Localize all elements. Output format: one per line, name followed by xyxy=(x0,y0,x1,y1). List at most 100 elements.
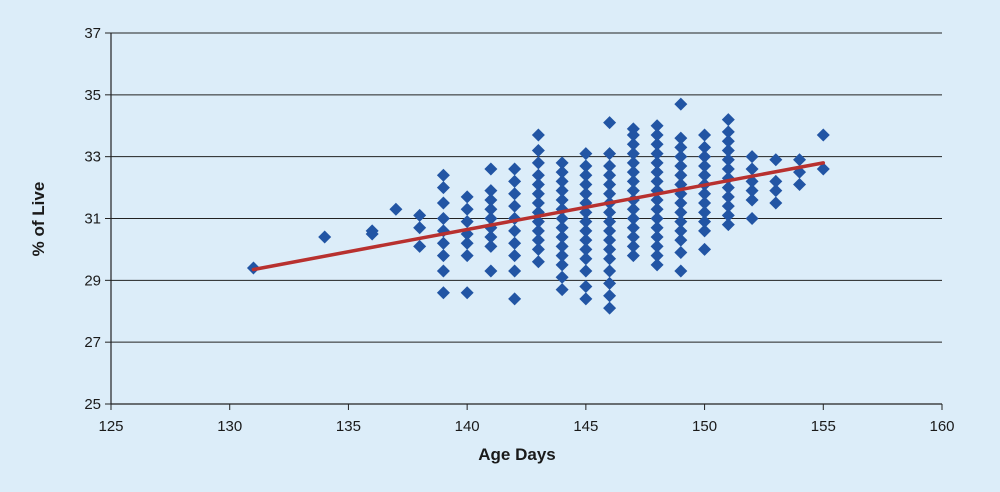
x-axis-title: Age Days xyxy=(478,445,555,464)
data-point xyxy=(698,196,712,210)
data-point xyxy=(745,162,759,176)
data-point xyxy=(698,205,712,219)
data-point xyxy=(603,187,617,201)
gridlines xyxy=(111,32,942,343)
data-point xyxy=(626,156,640,170)
data-point xyxy=(579,147,593,161)
data-point xyxy=(603,147,617,161)
axes xyxy=(105,32,943,410)
data-point xyxy=(674,215,688,229)
data-point xyxy=(793,153,807,167)
x-tick-label: 155 xyxy=(811,418,836,435)
data-point xyxy=(484,230,498,244)
y-tick-label: 31 xyxy=(84,211,101,228)
data-point xyxy=(769,184,783,198)
data-point xyxy=(531,168,545,182)
data-point xyxy=(698,159,712,173)
data-point xyxy=(769,153,783,167)
data-point xyxy=(603,289,617,303)
data-point xyxy=(484,212,498,225)
data-point xyxy=(650,212,664,225)
data-point xyxy=(603,177,617,191)
data-point xyxy=(698,168,712,182)
data-point xyxy=(365,224,379,238)
data-point xyxy=(603,276,617,290)
data-point xyxy=(721,208,735,222)
data-point xyxy=(721,162,735,176)
data-point xyxy=(674,168,688,182)
data-point xyxy=(674,205,688,219)
data-point xyxy=(769,174,783,188)
data-point xyxy=(603,116,617,130)
data-point xyxy=(579,264,593,278)
trendline-layer xyxy=(251,161,826,272)
data-point xyxy=(745,184,759,198)
data-point xyxy=(698,215,712,229)
data-point xyxy=(555,212,569,225)
data-point xyxy=(555,165,569,179)
data-point xyxy=(603,233,617,247)
data-point xyxy=(579,224,593,238)
y-tick-label: 27 xyxy=(84,334,101,351)
data-point xyxy=(484,193,498,207)
data-point xyxy=(436,249,450,263)
data-point xyxy=(721,199,735,213)
data-point xyxy=(531,255,545,269)
x-tick-label: 125 xyxy=(98,418,123,435)
data-point xyxy=(531,233,545,247)
data-point xyxy=(555,230,569,244)
data-point xyxy=(579,242,593,256)
data-point xyxy=(626,202,640,216)
data-point xyxy=(674,196,688,210)
data-point xyxy=(555,221,569,235)
data-point xyxy=(579,252,593,266)
data-point xyxy=(579,168,593,182)
data-point xyxy=(650,258,664,272)
data-point xyxy=(460,286,474,300)
data-point xyxy=(674,246,688,260)
data-point xyxy=(484,202,498,216)
data-point xyxy=(650,128,664,142)
data-point xyxy=(579,215,593,229)
data-point xyxy=(650,230,664,244)
data-point xyxy=(579,280,593,294)
data-point xyxy=(460,236,474,250)
data-point xyxy=(603,264,617,278)
data-point xyxy=(579,159,593,173)
data-point xyxy=(555,283,569,297)
data-point xyxy=(698,242,712,256)
y-tick-label: 25 xyxy=(84,396,101,413)
data-point xyxy=(674,224,688,238)
y-tick-label: 29 xyxy=(84,272,101,289)
data-point xyxy=(626,221,640,235)
data-point xyxy=(674,233,688,247)
data-point xyxy=(531,187,545,201)
x-tick-label: 150 xyxy=(692,418,717,435)
data-point xyxy=(508,187,522,201)
data-point xyxy=(579,233,593,247)
data-point xyxy=(508,236,522,250)
data-point xyxy=(816,128,830,142)
data-point xyxy=(579,177,593,191)
data-point xyxy=(413,208,427,222)
data-point xyxy=(460,249,474,263)
data-point xyxy=(531,224,545,238)
data-point xyxy=(674,150,688,164)
data-point xyxy=(721,113,735,127)
data-point xyxy=(603,168,617,182)
data-point xyxy=(413,239,427,253)
data-point xyxy=(626,137,640,151)
tick-labels: 25 27 29 31 33 35 37 125 130 135 140 145 150 155 160 xyxy=(84,25,954,435)
data-point xyxy=(674,97,688,111)
data-point xyxy=(436,264,450,278)
data-point xyxy=(389,202,403,216)
data-point xyxy=(721,218,735,232)
data-point xyxy=(603,224,617,238)
x-tick-label: 160 xyxy=(929,418,954,435)
data-point xyxy=(460,202,474,216)
data-point xyxy=(436,236,450,250)
data-point xyxy=(555,174,569,188)
data-points xyxy=(246,97,830,315)
y-tick-label: 37 xyxy=(84,25,101,42)
